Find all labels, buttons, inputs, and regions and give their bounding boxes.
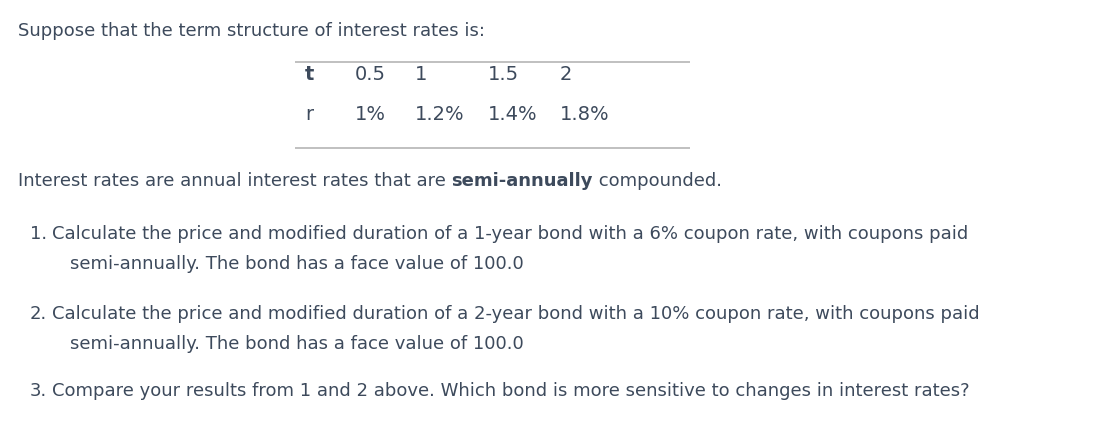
Text: Calculate the price and modified duration of a 2-year bond with a 10% coupon rat: Calculate the price and modified duratio… <box>52 305 979 323</box>
Text: Calculate the price and modified duration of a 1-year bond with a 6% coupon rate: Calculate the price and modified duratio… <box>52 225 968 243</box>
Text: 1.2%: 1.2% <box>416 105 464 125</box>
Text: t: t <box>305 66 315 84</box>
Text: semi-annually. The bond has a face value of 100.0: semi-annually. The bond has a face value… <box>70 335 524 353</box>
Text: Suppose that the term structure of interest rates is:: Suppose that the term structure of inter… <box>18 22 485 40</box>
Text: 1: 1 <box>416 66 428 84</box>
Text: 2.: 2. <box>30 305 48 323</box>
Text: 0.5: 0.5 <box>355 66 386 84</box>
Text: 3.: 3. <box>30 382 48 400</box>
Text: 1.: 1. <box>30 225 48 243</box>
Text: 1.4%: 1.4% <box>488 105 537 125</box>
Text: 1.8%: 1.8% <box>560 105 609 125</box>
Text: semi-annually. The bond has a face value of 100.0: semi-annually. The bond has a face value… <box>70 255 524 273</box>
Text: 1%: 1% <box>355 105 386 125</box>
Text: 1.5: 1.5 <box>488 66 520 84</box>
Text: compounded.: compounded. <box>593 172 722 190</box>
Text: r: r <box>305 105 314 125</box>
Text: Compare your results from 1 and 2 above. Which bond is more sensitive to changes: Compare your results from 1 and 2 above.… <box>52 382 970 400</box>
Text: semi-annually: semi-annually <box>452 172 593 190</box>
Text: Interest rates are annual interest rates that are: Interest rates are annual interest rates… <box>18 172 452 190</box>
Text: 2: 2 <box>560 66 573 84</box>
